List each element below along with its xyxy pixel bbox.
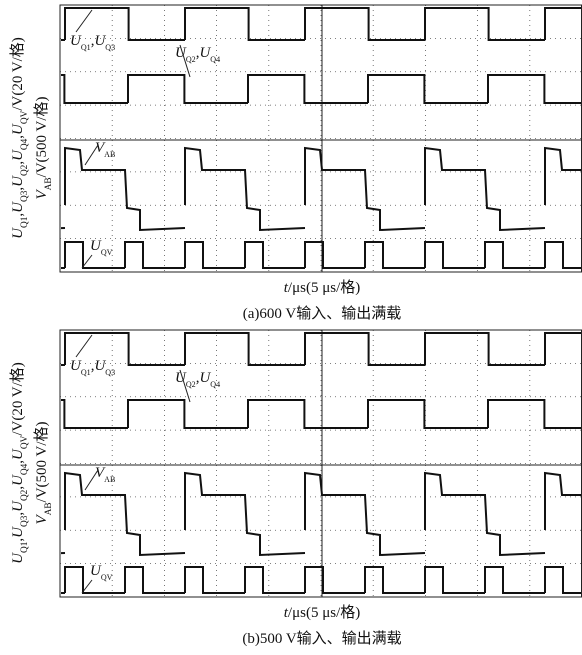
wave-q2q4 <box>8 400 582 428</box>
trace-label: VAB <box>95 140 115 159</box>
y-label-part: /V(500 V/格) <box>33 96 50 177</box>
y-label: VAB/V(500 V/格) <box>33 421 54 524</box>
trace-label-part: QV <box>101 248 113 257</box>
y-label-part: QV <box>20 110 30 124</box>
trace-label: UQ1,UQ3 <box>70 33 115 52</box>
x-label: t/μs(5 μs/格) <box>284 604 361 621</box>
figure: UQ1,UQ3 UQ2,UQ4 VAB UQV UQ1,UQ3,UQ2,UQ4,UQV/… <box>0 0 582 655</box>
x-label-part: /μs(5 μs/格) <box>288 279 360 296</box>
y-label-part: Q2 <box>20 164 30 176</box>
y-label: UQ1,UQ3,UQ2,UQ4,UQV/V(20 V/格) <box>9 37 30 239</box>
trace-label: UQ2,UQ4 <box>175 45 220 64</box>
wave-vab <box>0 148 582 230</box>
y-label-part: Q3 <box>20 190 30 202</box>
leader <box>76 335 92 357</box>
y-label-part: Q4 <box>20 138 30 150</box>
y-label-part: Q3 <box>20 515 30 527</box>
caption: (a)600 V输入、输出满载 <box>243 305 401 322</box>
x-label-part: /μs(5 μs/格) <box>288 604 360 621</box>
y-label: VAB/V(500 V/格) <box>33 96 54 199</box>
y-label-part: /V(500 V/格) <box>33 421 50 502</box>
trace-label-part: AB <box>104 150 115 159</box>
trace-label-part: AB <box>104 475 115 484</box>
panel: UQ1,UQ3 UQ2,UQ4 VAB UQV UQ1,UQ3,UQ2,UQ4,UQV/… <box>0 330 582 647</box>
y-label-part: /V(20 V/格) <box>9 362 26 435</box>
panel: UQ1,UQ3 UQ2,UQ4 VAB UQV UQ1,UQ3,UQ2,UQ4,UQV/… <box>0 5 582 322</box>
x-label: t/μs(5 μs/格) <box>284 279 361 296</box>
trace-label: UQ2,UQ4 <box>175 370 220 389</box>
y-label-part: QV <box>20 435 30 449</box>
y-label-part: AB <box>44 177 54 190</box>
wave-q1q3 <box>0 333 582 365</box>
leader <box>76 10 92 32</box>
trace-label: VAB <box>95 465 115 484</box>
trace-label-part: QV <box>101 573 113 582</box>
y-label-part: AB <box>44 502 54 515</box>
trace-label-part: Q3 <box>105 43 115 52</box>
wave-q1q3 <box>0 8 582 40</box>
y-label: UQ1,UQ3,UQ2,UQ4,UQV/V(20 V/格) <box>9 362 30 564</box>
trace-label-part: Q1 <box>81 43 91 52</box>
trace-label-part: Q3 <box>105 368 115 377</box>
trace-label-part: Q2 <box>186 380 196 389</box>
y-label-part: Q2 <box>20 489 30 501</box>
trace-label: UQ1,UQ3 <box>70 358 115 377</box>
y-label-part: Q4 <box>20 463 30 475</box>
y-label-part: Q1 <box>20 216 30 228</box>
trace-label: UQV <box>90 238 113 257</box>
trace-label-part: Q4 <box>210 55 220 64</box>
trace-label-part: Q2 <box>186 55 196 64</box>
caption: (b)500 V输入、输出满载 <box>242 630 401 647</box>
wave-q2q4 <box>8 75 582 103</box>
y-label-part: /V(20 V/格) <box>9 37 26 110</box>
trace-label: UQV <box>90 563 113 582</box>
trace-label-part: Q1 <box>81 368 91 377</box>
wave-vab <box>0 473 582 555</box>
trace-label-part: Q4 <box>210 380 220 389</box>
y-label-part: Q1 <box>20 541 30 553</box>
